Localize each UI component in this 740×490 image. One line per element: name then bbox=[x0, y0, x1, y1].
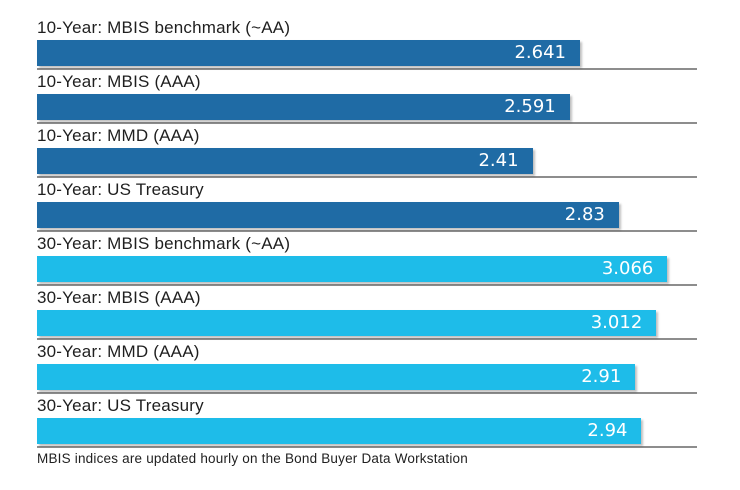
bar-category-label: 10-Year: MMD (AAA) bbox=[37, 126, 200, 145]
bar-category-label: 30-Year: US Treasury bbox=[37, 396, 204, 415]
bar: 2.591 bbox=[37, 94, 570, 120]
chart-row: 10-Year: US Treasury 2.83 bbox=[37, 178, 697, 232]
bar-category-label: 30-Year: MBIS (AAA) bbox=[37, 288, 201, 307]
bar-value-label: 2.591 bbox=[504, 96, 556, 117]
bar-value-label: 2.641 bbox=[514, 42, 566, 63]
bar-category-label: 30-Year: MMD (AAA) bbox=[37, 342, 200, 361]
chart-row: 30-Year: US Treasury 2.94 bbox=[37, 394, 697, 448]
bar-category-label: 30-Year: MBIS benchmark (~AA) bbox=[37, 234, 291, 253]
bar-category-label: 10-Year: MBIS (AAA) bbox=[37, 72, 201, 91]
chart-row: 10-Year: MBIS (AAA) 2.591 bbox=[37, 70, 697, 124]
bar-track: 2.83 bbox=[37, 202, 697, 232]
chart-rows: 10-Year: MBIS benchmark (~AA) 2.641 10-Yea… bbox=[37, 16, 697, 448]
bar-value-label: 2.91 bbox=[581, 366, 622, 387]
chart-row: 10-Year: MBIS benchmark (~AA) 2.641 bbox=[37, 16, 697, 70]
bar-value-label: 3.066 bbox=[601, 258, 654, 279]
bar-track: 2.94 bbox=[37, 418, 697, 448]
bar-track: 3.012 bbox=[37, 310, 697, 340]
bar-track: 2.591 bbox=[37, 94, 697, 124]
bar: 2.83 bbox=[37, 202, 619, 228]
chart-row: 30-Year: MBIS (AAA) 3.012 bbox=[37, 286, 697, 340]
bar: 2.41 bbox=[37, 148, 533, 174]
bar: 2.91 bbox=[37, 364, 636, 390]
bar-value-label: 3.012 bbox=[590, 312, 643, 333]
bar: 3.066 bbox=[37, 256, 668, 282]
bar-track: 3.066 bbox=[37, 256, 697, 286]
bar-value-label: 2.83 bbox=[564, 204, 605, 225]
bar-category-label: 10-Year: MBIS benchmark (~AA) bbox=[37, 18, 291, 37]
bar-track: 2.641 bbox=[37, 40, 697, 70]
bar-track: 2.41 bbox=[37, 148, 697, 178]
chart-row: 30-Year: MBIS benchmark (~AA) 3.066 bbox=[37, 232, 697, 286]
chart-row: 30-Year: MMD (AAA) 2.91 bbox=[37, 340, 697, 394]
bar: 2.94 bbox=[37, 418, 642, 444]
bar-value-label: 2.94 bbox=[587, 420, 628, 441]
bar: 3.012 bbox=[37, 310, 657, 336]
bar: 2.641 bbox=[37, 40, 580, 66]
chart-footnote: MBIS indices are updated hourly on the B… bbox=[37, 451, 468, 466]
chart-row: 10-Year: MMD (AAA) 2.41 bbox=[37, 124, 697, 178]
bar-category-label: 10-Year: US Treasury bbox=[37, 180, 204, 199]
bar-value-label: 2.41 bbox=[478, 150, 519, 171]
bar-track: 2.91 bbox=[37, 364, 697, 394]
